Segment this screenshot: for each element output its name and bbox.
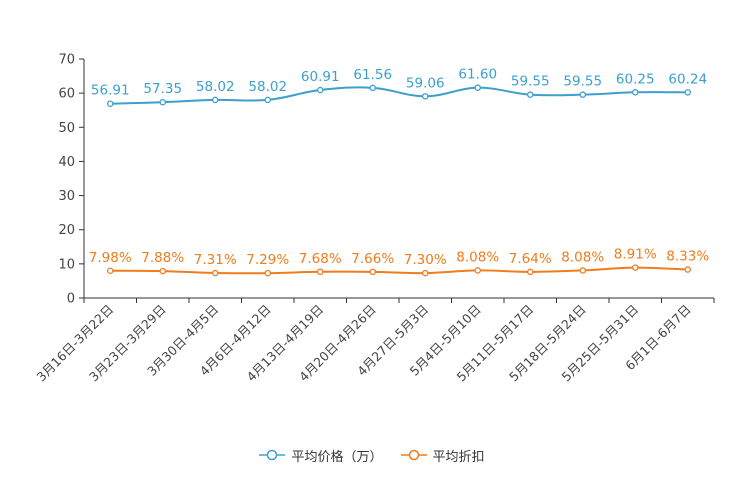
data-label: 7.88% xyxy=(141,250,184,266)
legend-item-price[interactable]: 平均价格（万） xyxy=(259,446,383,465)
legend: 平均价格（万） 平均折扣 xyxy=(0,444,744,466)
data-point xyxy=(684,89,692,96)
data-point xyxy=(579,267,587,274)
data-point xyxy=(421,269,429,277)
y-tick-label: 60 xyxy=(58,87,75,102)
data-label: 59.55 xyxy=(563,74,602,90)
data-point xyxy=(316,86,324,94)
data-point xyxy=(159,98,166,106)
data-label: 60.91 xyxy=(301,69,340,85)
y-tick-label: 50 xyxy=(58,121,75,136)
data-point xyxy=(474,84,481,91)
y-tick-label: 70 xyxy=(58,53,75,68)
data-point xyxy=(264,269,271,277)
data-point xyxy=(579,91,587,98)
legend-price-marker-icon xyxy=(259,449,286,461)
y-tick-label: 40 xyxy=(58,155,75,170)
data-point xyxy=(159,267,166,275)
legend-discount-label: 平均折扣 xyxy=(432,449,485,465)
data-label: 60.24 xyxy=(668,71,707,87)
legend-item-discount[interactable]: 平均折扣 xyxy=(400,446,485,465)
data-point xyxy=(632,264,639,271)
data-label: 8.33% xyxy=(666,249,709,265)
series-line-1 xyxy=(110,266,688,275)
y-tick-label: 10 xyxy=(58,257,75,272)
data-point xyxy=(369,84,376,92)
data-label: 56.91 xyxy=(91,83,130,99)
data-label: 7.98% xyxy=(89,250,132,266)
data-point xyxy=(421,93,429,100)
data-point xyxy=(474,267,481,274)
y-tick-label: 0 xyxy=(67,292,75,307)
data-point xyxy=(107,100,114,107)
series-layer: 56.91 57.35 58.02 58.02 60.91 61.56 59.06 61.60… xyxy=(89,67,709,277)
data-label: 59.55 xyxy=(511,74,550,90)
data-label: 7.64% xyxy=(509,251,552,267)
data-label: 8.08% xyxy=(561,249,604,265)
data-label: 58.02 xyxy=(196,79,235,95)
data-label: 7.68% xyxy=(299,251,342,267)
data-label: 58.02 xyxy=(248,79,287,95)
data-label: 59.06 xyxy=(406,75,445,91)
data-label: 8.91% xyxy=(614,247,657,263)
data-point xyxy=(211,96,219,104)
y-tick-label: 20 xyxy=(58,223,75,238)
data-point xyxy=(211,269,219,277)
data-label: 8.08% xyxy=(456,249,499,265)
data-label: 7.66% xyxy=(351,251,394,267)
data-point xyxy=(684,266,692,273)
data-point xyxy=(107,267,114,275)
y-tick-label: 30 xyxy=(58,189,75,204)
data-point xyxy=(527,268,534,276)
data-point xyxy=(527,91,534,98)
data-point xyxy=(369,268,376,276)
legend-discount-marker-icon xyxy=(400,449,427,461)
data-label: 61.60 xyxy=(458,67,497,83)
data-label: 60.25 xyxy=(616,71,655,87)
data-label: 61.56 xyxy=(353,67,392,83)
data-point xyxy=(632,89,639,96)
data-point xyxy=(316,268,324,276)
data-label: 7.31% xyxy=(194,252,237,268)
data-label: 7.29% xyxy=(246,252,289,268)
legend-price-label: 平均价格（万） xyxy=(291,449,383,465)
data-label: 57.35 xyxy=(143,81,182,97)
series-line-0 xyxy=(110,86,688,105)
data-point xyxy=(264,96,271,104)
data-label: 7.30% xyxy=(404,252,447,268)
